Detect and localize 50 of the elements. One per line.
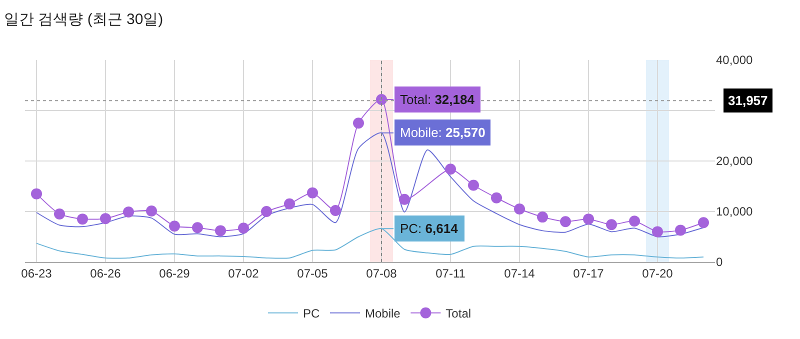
point	[284, 198, 295, 210]
point	[560, 216, 571, 228]
point	[54, 208, 65, 220]
legend-label: Total	[446, 306, 472, 321]
point	[238, 222, 249, 234]
point	[123, 206, 134, 218]
annotation: Total: 32,184	[400, 92, 476, 107]
x-tick-label: 07-11	[436, 266, 466, 280]
point	[491, 192, 502, 204]
point	[652, 226, 663, 238]
y-tick-label: 10,000	[716, 204, 754, 219]
point	[192, 222, 203, 234]
chart-title: 일간 검색량 (최근 30일)	[4, 11, 164, 28]
x-tick-label: 07-14	[504, 266, 536, 280]
y-tick-label: 0	[716, 255, 723, 270]
point	[675, 224, 686, 236]
x-tick-label: 06-29	[159, 266, 190, 280]
point	[399, 194, 410, 205]
point	[100, 213, 111, 224]
annotation: Mobile: 25,570	[400, 125, 486, 140]
point	[698, 217, 709, 228]
point	[445, 164, 456, 175]
x-tick-label: 07-08	[366, 266, 398, 280]
annotation: PC: 6,614	[400, 221, 459, 236]
x-tick-label: 07-17	[573, 266, 604, 280]
point	[215, 225, 226, 236]
legend-label: Mobile	[365, 306, 401, 321]
point	[330, 204, 341, 216]
point	[629, 216, 640, 227]
y-tick-label: 20,000	[716, 154, 754, 168]
y-tick-label: 40,000	[716, 53, 754, 68]
point	[307, 187, 318, 198]
x-tick-label: 07-02	[228, 266, 260, 280]
point	[261, 206, 272, 217]
point	[146, 206, 157, 216]
point	[468, 180, 479, 191]
point	[77, 214, 88, 225]
point	[606, 219, 617, 230]
x-tick-label: 06-23	[21, 266, 52, 280]
point	[31, 188, 42, 200]
x-tick-label: 07-05	[297, 266, 328, 280]
point	[537, 212, 548, 223]
ref-line-label: 31,957	[728, 93, 768, 108]
point	[169, 220, 180, 232]
point	[353, 118, 364, 129]
x-tick-label: 07-20	[642, 266, 674, 280]
legend-label: PC	[303, 306, 320, 321]
point	[514, 203, 525, 214]
x-tick-label: 06-26	[90, 266, 122, 280]
point	[583, 214, 594, 225]
